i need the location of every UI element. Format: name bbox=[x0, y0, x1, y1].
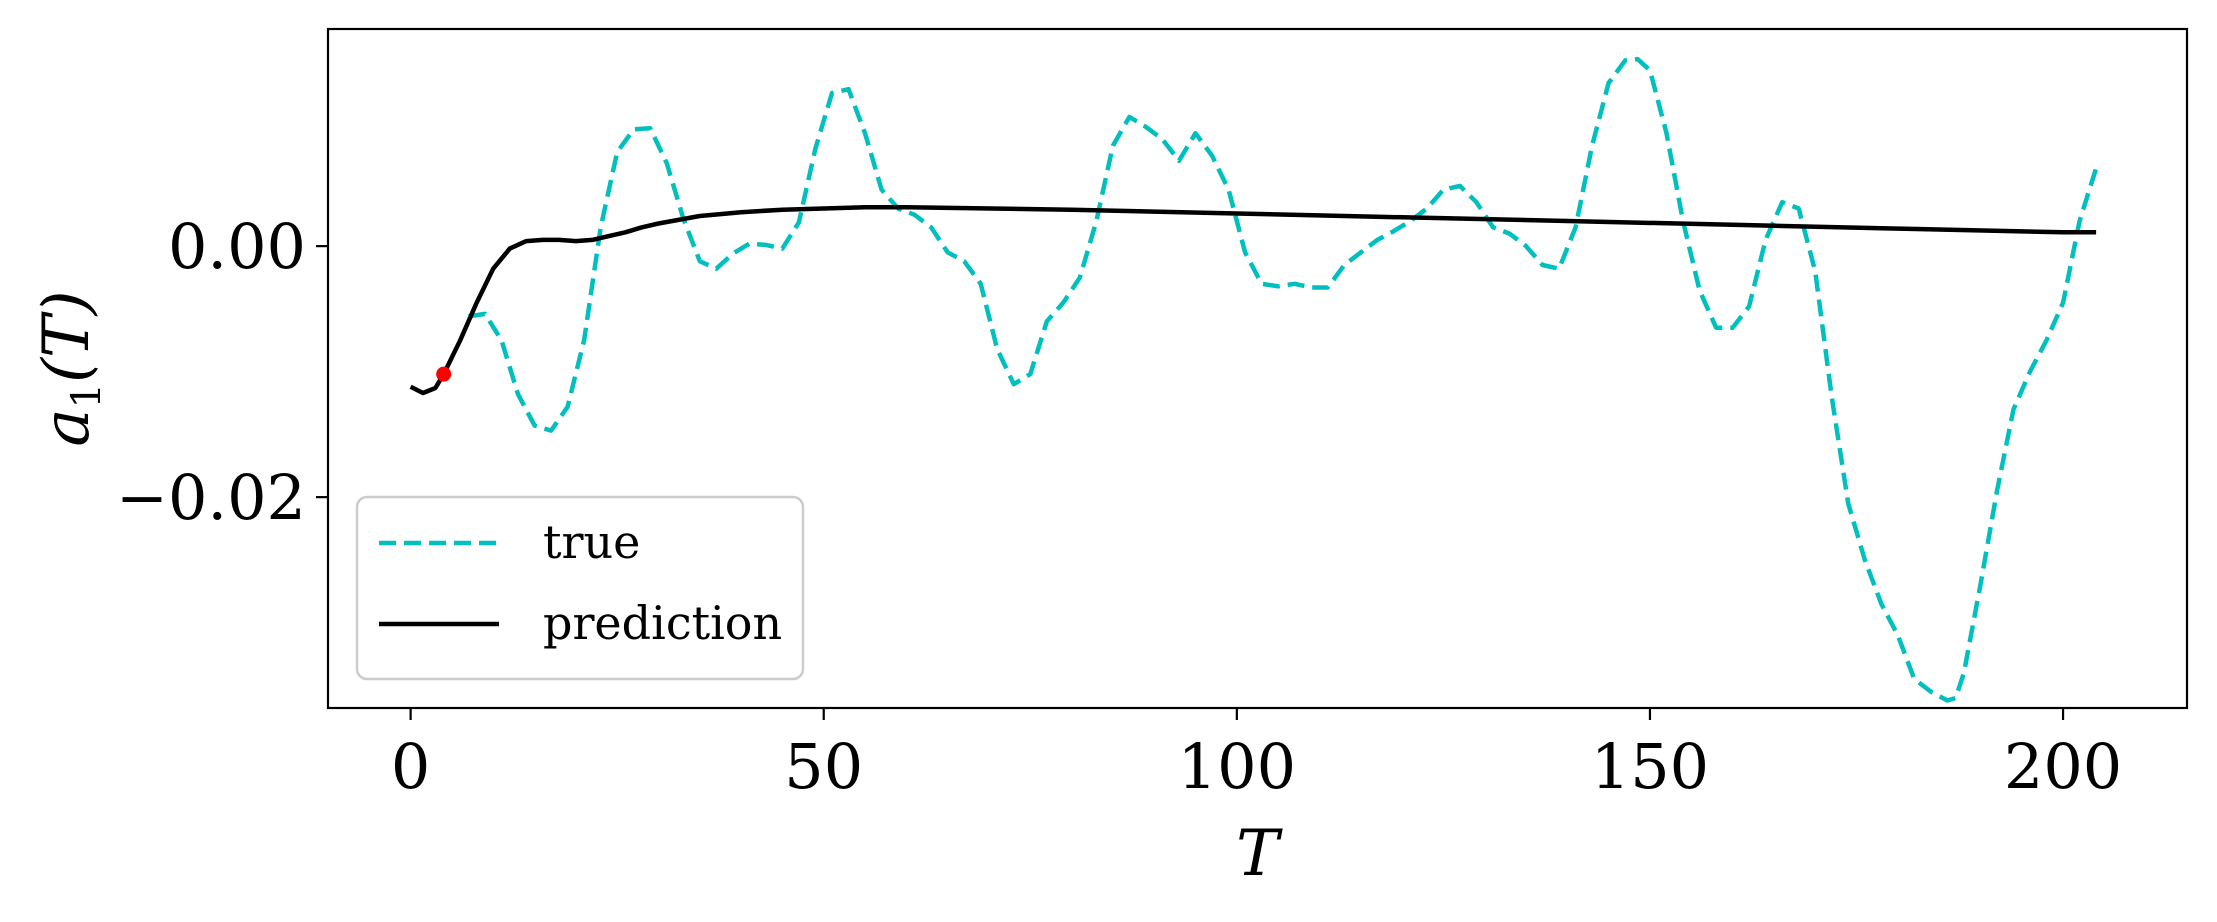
axes-layer: 0 50 100 150 200 0.00 −0.02 Ta1(T) bbox=[30, 27, 2189, 891]
series-line-prediction bbox=[409, 204, 2097, 396]
plot-frame bbox=[326, 27, 2189, 710]
x-tick-label: 100 bbox=[1178, 730, 1296, 803]
x-tick-label: 200 bbox=[2004, 730, 2122, 803]
x-tick-label: 50 bbox=[784, 730, 863, 803]
x-axis-title: T bbox=[1236, 817, 1283, 891]
legend-label-prediction: prediction bbox=[543, 596, 782, 650]
y-tick-label: −0.02 bbox=[116, 461, 306, 534]
series-line-true bbox=[468, 56, 2099, 703]
highlight-point bbox=[436, 366, 452, 382]
legend-label-true: true bbox=[543, 515, 640, 569]
legend: true prediction bbox=[355, 495, 805, 681]
y-tick-label: 0.00 bbox=[168, 210, 306, 283]
x-tick-label: 0 bbox=[391, 730, 430, 803]
plot-layer bbox=[409, 56, 2099, 703]
x-tick-label: 150 bbox=[1591, 730, 1709, 803]
data-series bbox=[409, 56, 2099, 703]
y-axis-title: a1(T) bbox=[30, 290, 110, 446]
